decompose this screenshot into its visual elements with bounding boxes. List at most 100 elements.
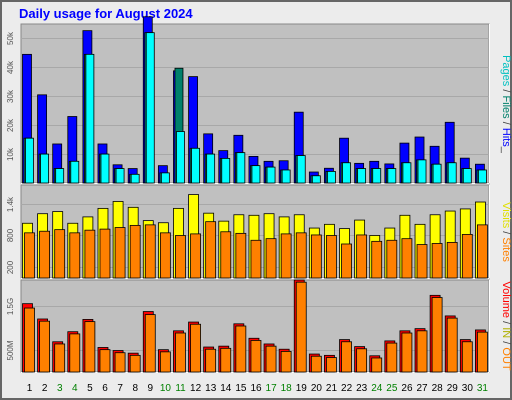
bar-out-day-17 <box>265 345 277 373</box>
y-tick-label: 40k <box>6 60 15 74</box>
y-tick-label: 10k <box>6 147 15 161</box>
axis-label-part: / <box>500 119 512 128</box>
bar-pages-day-20 <box>311 175 321 184</box>
bar-visits-day-24 <box>371 240 383 279</box>
x-tick-label: 31 <box>477 383 489 394</box>
bar-visits-day-16 <box>250 239 262 279</box>
y-tick-label: 200 <box>6 260 15 274</box>
axis-label-part: / <box>500 86 512 95</box>
bar-out-day-31 <box>476 331 488 373</box>
x-tick-label: 2 <box>42 383 48 394</box>
bar-pages-day-21 <box>327 171 336 184</box>
x-tick-label: 9 <box>148 383 154 394</box>
x-tick-label: 15 <box>235 383 247 394</box>
bar-visits-day-29 <box>446 241 458 279</box>
bar-visits-day-22 <box>341 243 352 279</box>
y-tick-label: 800 <box>6 228 15 242</box>
bar-visits-day-19 <box>295 232 307 279</box>
bar-pages-day-25 <box>387 168 397 184</box>
bar-pages-day-1 <box>25 137 34 184</box>
x-tick-label: 22 <box>341 383 353 394</box>
axis-label-part: Sites <box>500 237 512 262</box>
y-tick-label: 1.5G <box>6 298 15 315</box>
x-tick-label: 20 <box>311 383 323 394</box>
x-tick-label: 28 <box>432 383 444 394</box>
x-tick-label: 23 <box>356 383 368 394</box>
bar-out-day-27 <box>416 330 428 373</box>
y-tick-label: 500M <box>6 340 15 360</box>
bar-visits-day-28 <box>431 243 443 279</box>
bar-pages-day-22 <box>342 162 351 184</box>
x-tick-label: 26 <box>401 383 413 394</box>
bar-pages-day-26 <box>402 162 412 184</box>
x-tick-label: 13 <box>205 383 217 394</box>
bar-out-day-13 <box>205 348 217 373</box>
bar-out-day-24 <box>371 357 383 373</box>
bar-pages-day-8 <box>130 173 140 184</box>
bar-pages-day-29 <box>447 162 457 184</box>
bar-out-day-15 <box>235 325 247 373</box>
x-tick-label: 24 <box>371 383 383 394</box>
axis-label-part: Files <box>500 95 512 119</box>
bar-visits-day-10 <box>159 232 171 279</box>
bar-pages-day-11 <box>176 131 185 184</box>
bar-pages-day-17 <box>266 166 276 184</box>
bar-out-day-10 <box>159 351 171 373</box>
axis-label-middle: Visits / Sites <box>500 202 512 262</box>
bar-visits-day-31 <box>476 224 488 279</box>
bar-visits-day-25 <box>386 239 398 279</box>
bar-pages-day-6 <box>100 153 110 184</box>
x-tick-label: 25 <box>386 383 398 394</box>
axis-label-part: _ <box>500 146 512 154</box>
bar-pages-day-2 <box>40 153 49 184</box>
bar-pages-day-10 <box>160 172 170 184</box>
bar-out-day-3 <box>54 343 66 373</box>
x-tick-label: 27 <box>416 383 428 394</box>
x-tick-label: 16 <box>250 383 262 394</box>
axis-label-part: OUT <box>500 347 512 371</box>
y-tick-label: 1.4k <box>6 196 15 212</box>
bar-pages-day-5 <box>85 53 95 184</box>
bar-out-day-30 <box>461 341 473 373</box>
bar-out-day-2 <box>39 320 50 373</box>
bar-visits-day-18 <box>280 233 292 279</box>
bar-out-day-6 <box>99 349 111 373</box>
bar-visits-day-3 <box>54 229 66 279</box>
bar-out-day-29 <box>446 317 458 373</box>
axis-label-part: Pages <box>500 55 512 87</box>
bar-visits-day-17 <box>265 238 277 279</box>
x-tick-label: 3 <box>57 383 63 394</box>
bar-visits-day-12 <box>190 233 201 279</box>
x-tick-label: 5 <box>87 383 93 394</box>
bar-pages-day-28 <box>432 163 442 184</box>
x-tick-label: 29 <box>447 383 459 394</box>
bar-pages-day-19 <box>296 155 306 184</box>
bar-visits-day-27 <box>416 244 428 279</box>
axis-label-part: Hits <box>500 128 512 147</box>
bar-out-day-4 <box>69 333 81 373</box>
x-tick-label: 11 <box>175 383 186 394</box>
x-tick-label: 10 <box>160 383 172 394</box>
x-tick-label: 6 <box>102 383 108 394</box>
bar-visits-day-7 <box>114 227 126 279</box>
bar-out-day-5 <box>84 321 96 373</box>
bar-out-day-8 <box>129 354 141 373</box>
bar-out-day-19 <box>295 281 307 373</box>
x-tick-label: 4 <box>72 383 78 394</box>
bar-pages-day-4 <box>70 160 80 184</box>
bar-out-day-18 <box>280 351 292 373</box>
axis-label-part: Visits <box>500 202 512 229</box>
bar-visits-day-8 <box>129 224 141 279</box>
bar-visits-day-26 <box>401 238 413 279</box>
bar-visits-day-14 <box>220 231 232 279</box>
bar-pages-day-16 <box>251 165 261 184</box>
bar-out-day-28 <box>431 297 443 373</box>
x-tick-label: 14 <box>220 383 232 394</box>
bar-out-day-21 <box>326 357 337 373</box>
bar-pages-day-18 <box>281 169 291 184</box>
bar-visits-day-30 <box>461 234 473 279</box>
bar-visits-day-9 <box>144 224 156 279</box>
y-tick-label: 30k <box>6 89 15 103</box>
